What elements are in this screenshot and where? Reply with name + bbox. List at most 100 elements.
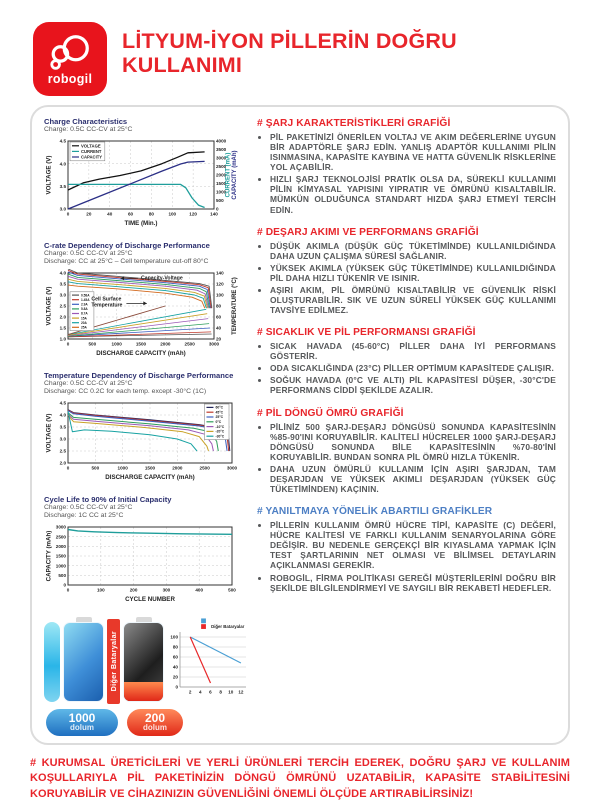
chart-title: Charge Characteristics — [44, 117, 128, 126]
bullet: SOĞUK HAVADA (0°C VE ALTI) PİL KAPASİTES… — [270, 375, 556, 395]
svg-text:2500: 2500 — [216, 164, 227, 169]
chart-subtitle: Discharge: 1C CC at 25°C — [44, 512, 124, 520]
temperature-discharge-chart: 0 500 1000 1500 2000 2500 3000 2.0 2.5 3.0 3.5 4.0 4… — [44, 399, 250, 486]
svg-text:3000: 3000 — [209, 341, 220, 346]
section-charge-characteristics: # ŞARJ KARAKTERİSTİKLERİ GRAFİĞİ PİL PAK… — [257, 118, 556, 215]
svg-text:120: 120 — [189, 211, 197, 216]
svg-text:40: 40 — [107, 211, 113, 216]
content-card: Charge Characteristics Charge: 0.5C CC-C… — [30, 105, 570, 745]
svg-text:500: 500 — [88, 341, 96, 346]
svg-text:TIME (Min.): TIME (Min.) — [125, 220, 158, 227]
other-cycles-badge: 200 dolum — [127, 708, 183, 736]
chart-title: Temperature Dependency of Discharge Perf… — [44, 370, 234, 380]
svg-text:Capacity-Voltage: Capacity-Voltage — [141, 275, 183, 281]
svg-text:80: 80 — [216, 303, 222, 308]
bullet: DÜŞÜK AKIMLA (DÜŞÜK GÜÇ TÜKETİMİNDE) KUL… — [270, 241, 556, 261]
svg-text:80: 80 — [173, 645, 179, 650]
svg-text:Cell Surface: Cell Surface — [91, 296, 121, 302]
svg-text:2.5: 2.5 — [60, 303, 67, 308]
footer-text: # KURUMSAL ÜRETİCİLERİ VE YERLİ ÜRÜNLERİ… — [30, 757, 570, 800]
svg-text:20: 20 — [216, 336, 222, 341]
robogil-cycles-badge: 1000 dolum — [46, 708, 118, 736]
section-heading: # DEŞARJ AKIMI VE PERFORMANS GRAFİĞİ — [257, 226, 479, 238]
battery-illustrations: Diğer Bataryalar 2 4 6 8 10 12 0 20 40 60 80 100 Diğ… — [44, 616, 250, 704]
svg-text:10: 10 — [228, 689, 234, 694]
svg-text:VOLTAGE (V): VOLTAGE (V) — [46, 413, 53, 452]
bullet: SICAK HAVADA (45-60°C) PİLLER DAHA İYİ P… — [270, 341, 556, 361]
svg-text:3.0: 3.0 — [60, 206, 67, 211]
battery-body-low — [123, 621, 164, 702]
page-title-line1: LİTYUM-İYON PİLLERİN DOĞRU — [122, 29, 457, 53]
svg-text:0: 0 — [63, 583, 66, 588]
svg-text:5.8A: 5.8A — [81, 307, 88, 311]
logo-wordmark: robogil — [47, 71, 93, 86]
crate-discharge-chart: 0 500 1000 1500 2000 2500 3000 1.0 1.5 2.0 2.5 3.0 3… — [44, 268, 250, 362]
svg-text:80: 80 — [149, 211, 155, 216]
svg-text:15A: 15A — [81, 316, 88, 320]
svg-text:-10°C: -10°C — [215, 425, 224, 429]
svg-text:8.7A: 8.7A — [81, 311, 88, 315]
svg-text:100: 100 — [216, 292, 224, 297]
section-temperature-performance: # SICAKLIK VE PİL PERFORMANSI GRAFİĞİ SI… — [257, 327, 556, 395]
svg-text:500: 500 — [228, 587, 236, 592]
bullet: ODA SICAKLIĞINDA (23°C) PİLLER OPTİMUM K… — [270, 363, 556, 373]
bullet: PİL PAKETİNİZİ ÖNERİLEN VOLTAJ VE AKIM D… — [270, 132, 556, 172]
svg-text:100: 100 — [168, 211, 176, 216]
svg-text:20: 20 — [86, 211, 92, 216]
battery-cap — [75, 616, 92, 622]
svg-text:VOLTAGE: VOLTAGE — [81, 143, 101, 148]
svg-text:CAPACITY: CAPACITY — [81, 154, 102, 159]
chart-subtitle: Charge: 0.5C CC-CV at 25°C — [44, 249, 133, 257]
svg-text:120: 120 — [216, 281, 224, 286]
cycle-life-chart: 0 100 200 300 400 500 0 500 1000 1500 2000 2500 3000… — [44, 523, 250, 608]
section-heading: # PİL DÖNGÜ ÖMRÜ GRAFİĞİ — [257, 407, 404, 419]
svg-text:0°C: 0°C — [215, 420, 221, 424]
cycle-count-badges: 1000 dolum 200 dolum — [44, 708, 250, 736]
footer: # KURUMSAL ÜRETİCİLERİ VE YERLİ ÜRÜNLERİ… — [30, 756, 570, 802]
svg-text:Diğer Bataryalar: Diğer Bataryalar — [211, 624, 245, 629]
svg-text:2.0: 2.0 — [60, 314, 67, 319]
svg-text:TEMPERATURE (°C): TEMPERATURE (°C) — [232, 277, 238, 335]
header: robogil LİTYUM-İYON PİLLERİN DOĞRU KULLA… — [0, 0, 600, 96]
svg-text:20A: 20A — [81, 321, 88, 325]
svg-text:60: 60 — [173, 655, 179, 660]
chart-title: C-rate Dependency of Discharge Performan… — [44, 240, 210, 250]
chart-title: Cycle Life to 90% of Initial Capacity — [44, 494, 172, 504]
bullet: DAHA UZUN ÖMÜRLÜ KULLANIM İÇİN AŞIRI ŞAR… — [270, 464, 556, 494]
svg-text:2000: 2000 — [56, 544, 67, 549]
svg-text:CAPACITY (mAh): CAPACITY (mAh) — [232, 150, 238, 199]
svg-text:0: 0 — [67, 211, 70, 216]
svg-text:20: 20 — [173, 675, 179, 680]
svg-text:2500: 2500 — [56, 534, 67, 539]
svg-text:2000: 2000 — [172, 465, 183, 470]
bullet: HIZLI ŞARJ TEKNOLOJİSİ PRATİK OLSA DA, S… — [270, 174, 556, 214]
bullet-list: PİLLERİN KULLANIM ÖMRÜ HÜCRE TİPİ, KAPAS… — [257, 520, 556, 593]
svg-text:500: 500 — [58, 573, 66, 578]
svg-text:1500: 1500 — [56, 554, 67, 559]
charge-characteristics-chart: 0 20 40 60 80 100 120 140 3.0 3.5 4.0 4.5 0 500 1000 15… — [44, 137, 250, 232]
svg-text:3500: 3500 — [216, 147, 227, 152]
svg-text:1000: 1000 — [112, 341, 123, 346]
svg-text:VOLTAGE (V): VOLTAGE (V) — [46, 155, 53, 194]
svg-text:500: 500 — [216, 198, 224, 203]
robogil-battery-graphic — [63, 616, 104, 702]
bullet-list: PİLİNİZ 500 ŞARJ-DEŞARJ DÖNGÜSÜ SONUNDA … — [257, 422, 556, 495]
svg-text:1.45A: 1.45A — [81, 298, 90, 302]
svg-text:1.0: 1.0 — [60, 336, 67, 341]
svg-text:2.0: 2.0 — [60, 460, 67, 465]
battery-cap — [135, 616, 152, 622]
section-heading: # ŞARJ KARAKTERİSTİKLERİ GRAFİĞİ — [257, 118, 451, 129]
svg-text:0: 0 — [216, 206, 219, 211]
svg-text:2000: 2000 — [216, 172, 227, 177]
chart-block-charge-characteristics: Charge Characteristics Charge: 0.5C CC-C… — [44, 117, 250, 232]
charts-column: Charge Characteristics Charge: 0.5C CC-C… — [44, 117, 250, 736]
svg-text:2500: 2500 — [185, 341, 196, 346]
svg-text:40: 40 — [173, 665, 179, 670]
svg-text:0.58A: 0.58A — [81, 293, 90, 297]
svg-text:2500: 2500 — [200, 465, 211, 470]
other-battery-graphic — [123, 616, 164, 702]
section-heading: # SICAKLIK VE PİL PERFORMANSI GRAFİĞİ — [257, 327, 476, 339]
svg-text:300: 300 — [163, 587, 171, 592]
svg-text:Temperature: Temperature — [91, 302, 122, 308]
